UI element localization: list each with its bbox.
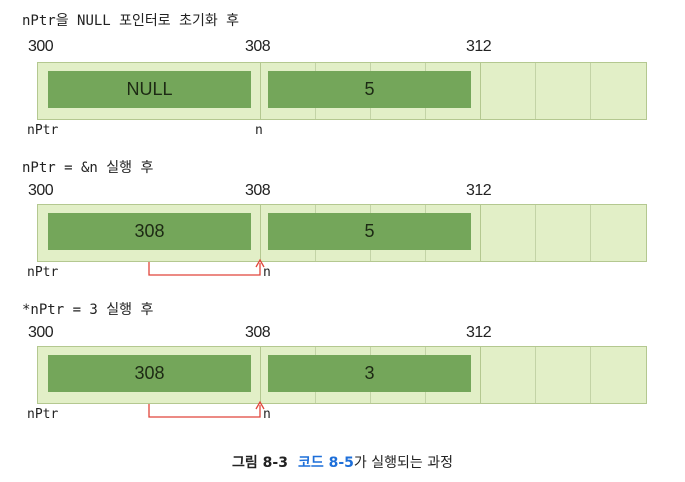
- stage-title: *nPtr = 3 실행 후: [22, 302, 154, 318]
- address-label: 308: [245, 324, 271, 341]
- stage-title: nPtr = &n 실행 후: [22, 160, 154, 176]
- address-label: 300: [28, 38, 54, 55]
- ptr-variable-box: 308: [48, 355, 251, 392]
- ptr-variable-box: NULL: [48, 71, 251, 108]
- address-label: 312: [466, 324, 492, 341]
- n-label: n: [263, 407, 271, 422]
- address-label: 312: [466, 182, 492, 199]
- ptr-label: nPtr: [27, 123, 59, 138]
- address-label: 312: [466, 38, 492, 55]
- ptr-label: nPtr: [27, 265, 59, 280]
- code-reference: 코드 8-5: [297, 455, 354, 471]
- address-label: 300: [28, 182, 54, 199]
- address-label: 308: [245, 38, 271, 55]
- n-variable-box: 5: [268, 71, 471, 108]
- n-variable-box: 5: [268, 213, 471, 250]
- ptr-variable-box: 308: [48, 213, 251, 250]
- n-variable-box: 3: [268, 355, 471, 392]
- memory-strip: 308 3: [37, 346, 647, 404]
- figure-number: 그림 8-3: [232, 455, 288, 471]
- memory-strip: NULL 5: [37, 62, 647, 120]
- memory-strip: 308 5: [37, 204, 647, 262]
- n-label: n: [255, 123, 263, 138]
- caption-text: 가 실행되는 과정: [353, 455, 453, 471]
- figure-caption: 그림 8-3 코드 8-5가 실행되는 과정: [0, 452, 685, 472]
- ptr-label: nPtr: [27, 407, 59, 422]
- address-label: 300: [28, 324, 54, 341]
- stage-title: nPtr을 NULL 포인터로 초기화 후: [22, 13, 240, 29]
- address-label: 308: [245, 182, 271, 199]
- n-label: n: [263, 265, 271, 280]
